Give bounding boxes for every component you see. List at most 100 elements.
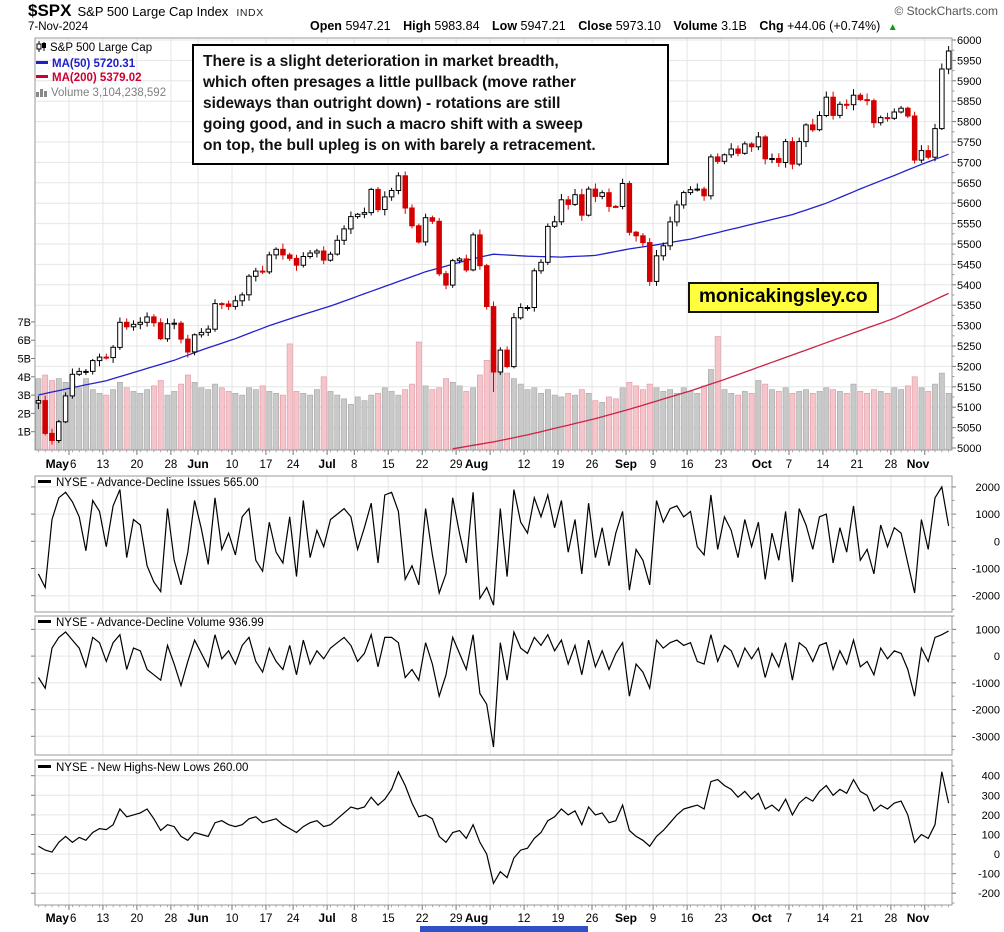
svg-text:May: May bbox=[46, 911, 70, 925]
svg-text:29: 29 bbox=[450, 459, 463, 471]
low-label: Low bbox=[492, 19, 518, 33]
svg-text:24: 24 bbox=[287, 913, 300, 925]
svg-text:-3000: -3000 bbox=[972, 731, 1000, 743]
svg-text:17: 17 bbox=[260, 459, 273, 471]
svg-text:23: 23 bbox=[715, 459, 728, 471]
svg-text:1000: 1000 bbox=[976, 509, 1000, 521]
svg-text:Nov: Nov bbox=[907, 457, 930, 471]
svg-text:0: 0 bbox=[994, 651, 1000, 663]
candlestick-icon bbox=[36, 41, 47, 57]
svg-text:5350: 5350 bbox=[957, 300, 981, 312]
svg-text:2B: 2B bbox=[18, 408, 31, 420]
svg-text:19: 19 bbox=[552, 459, 565, 471]
svg-text:16: 16 bbox=[681, 913, 694, 925]
quote-row: Open 5947.21 High 5983.84 Low 5947.21 Cl… bbox=[310, 19, 898, 33]
svg-text:5900: 5900 bbox=[957, 76, 981, 88]
adv-decline-issues-legend: NYSE - Advance-Decline Issues 565.00 bbox=[38, 477, 259, 489]
svg-text:5750: 5750 bbox=[957, 137, 981, 149]
svg-text:5300: 5300 bbox=[957, 321, 981, 333]
svg-text:5950: 5950 bbox=[957, 55, 981, 67]
volume-bars-icon bbox=[36, 87, 48, 102]
svg-text:6: 6 bbox=[70, 459, 76, 471]
svg-text:7: 7 bbox=[786, 913, 792, 925]
svg-text:5800: 5800 bbox=[957, 117, 981, 129]
close-label: Close bbox=[578, 19, 613, 33]
volume-value: 3.1B bbox=[721, 19, 747, 33]
svg-text:8: 8 bbox=[351, 459, 357, 471]
svg-text:-2000: -2000 bbox=[972, 705, 1000, 717]
svg-text:5700: 5700 bbox=[957, 157, 981, 169]
svg-text:22: 22 bbox=[416, 913, 429, 925]
adv-decline-volume-legend: NYSE - Advance-Decline Volume 936.99 bbox=[38, 617, 264, 629]
svg-text:400: 400 bbox=[982, 771, 1000, 783]
volume-legend: Volume 3,104,238,592 bbox=[51, 86, 167, 99]
ma50-label: MA(50) 5720.31 bbox=[52, 57, 136, 70]
high-label: High bbox=[403, 19, 431, 33]
svg-text:2000: 2000 bbox=[976, 482, 1000, 494]
annotation-box: There is a slight deterioration in marke… bbox=[192, 44, 669, 165]
svg-text:Aug: Aug bbox=[465, 911, 488, 925]
svg-text:29: 29 bbox=[450, 913, 463, 925]
svg-text:-1000: -1000 bbox=[972, 678, 1000, 690]
svg-text:May: May bbox=[46, 457, 70, 471]
svg-text:15: 15 bbox=[382, 913, 395, 925]
svg-text:5250: 5250 bbox=[957, 341, 981, 353]
svg-text:Jul: Jul bbox=[318, 911, 335, 925]
ma50-line-icon bbox=[36, 60, 48, 64]
svg-text:23: 23 bbox=[715, 913, 728, 925]
ma200-label: MA(200) 5379.02 bbox=[52, 72, 142, 84]
line-swatch-icon bbox=[38, 765, 51, 768]
svg-text:13: 13 bbox=[97, 913, 110, 925]
svg-text:5000: 5000 bbox=[957, 443, 981, 455]
svg-text:4B: 4B bbox=[18, 372, 31, 384]
svg-text:1B: 1B bbox=[18, 427, 31, 439]
svg-text:Jun: Jun bbox=[187, 911, 208, 925]
svg-text:7: 7 bbox=[786, 459, 792, 471]
svg-text:6: 6 bbox=[70, 913, 76, 925]
svg-text:5400: 5400 bbox=[957, 280, 981, 292]
svg-text:5450: 5450 bbox=[957, 259, 981, 271]
main-legend: S&P 500 Large Cap MA(50) 5720.31 MA(200)… bbox=[36, 41, 166, 101]
svg-text:-2000: -2000 bbox=[972, 591, 1000, 603]
svg-text:10: 10 bbox=[226, 913, 239, 925]
svg-text:5850: 5850 bbox=[957, 96, 981, 108]
svg-text:Jun: Jun bbox=[187, 457, 208, 471]
svg-text:10: 10 bbox=[226, 459, 239, 471]
svg-text:3B: 3B bbox=[18, 390, 31, 402]
symbol: $SPX bbox=[28, 1, 72, 20]
svg-text:28: 28 bbox=[884, 459, 897, 471]
svg-text:19: 19 bbox=[552, 913, 565, 925]
watermark: monicakingsley.co bbox=[688, 282, 879, 313]
chg-label: Chg bbox=[759, 19, 784, 33]
svg-text:1000: 1000 bbox=[976, 624, 1000, 636]
svg-text:17: 17 bbox=[260, 913, 273, 925]
svg-text:16: 16 bbox=[681, 459, 694, 471]
svg-text:Oct: Oct bbox=[752, 911, 772, 925]
svg-text:5100: 5100 bbox=[957, 402, 981, 414]
svg-text:200: 200 bbox=[982, 810, 1000, 822]
bottom-blue-bar bbox=[420, 926, 588, 932]
svg-text:28: 28 bbox=[164, 913, 177, 925]
svg-text:Sep: Sep bbox=[615, 457, 637, 471]
svg-text:7B: 7B bbox=[18, 317, 31, 329]
new-highs-lows-legend: NYSE - New Highs-New Lows 260.00 bbox=[38, 762, 248, 774]
svg-text:100: 100 bbox=[982, 829, 1000, 841]
svg-text:12: 12 bbox=[518, 913, 531, 925]
line-swatch-icon bbox=[38, 480, 51, 483]
svg-text:8: 8 bbox=[351, 913, 357, 925]
svg-text:9: 9 bbox=[650, 459, 656, 471]
svg-text:21: 21 bbox=[851, 913, 864, 925]
svg-text:0: 0 bbox=[994, 849, 1000, 861]
svg-text:5B: 5B bbox=[18, 354, 31, 366]
index-name: S&P 500 Large Cap Index bbox=[77, 4, 229, 19]
svg-text:15: 15 bbox=[382, 459, 395, 471]
close-value: 5973.10 bbox=[615, 19, 661, 33]
svg-text:21: 21 bbox=[851, 459, 864, 471]
low-value: 5947.21 bbox=[520, 19, 566, 33]
svg-text:12: 12 bbox=[518, 459, 531, 471]
chg-value: +44.06 (+0.74%) bbox=[787, 19, 881, 33]
svg-text:28: 28 bbox=[884, 913, 897, 925]
stockcharts-credit: © StockCharts.com bbox=[894, 4, 998, 18]
svg-text:300: 300 bbox=[982, 790, 1000, 802]
